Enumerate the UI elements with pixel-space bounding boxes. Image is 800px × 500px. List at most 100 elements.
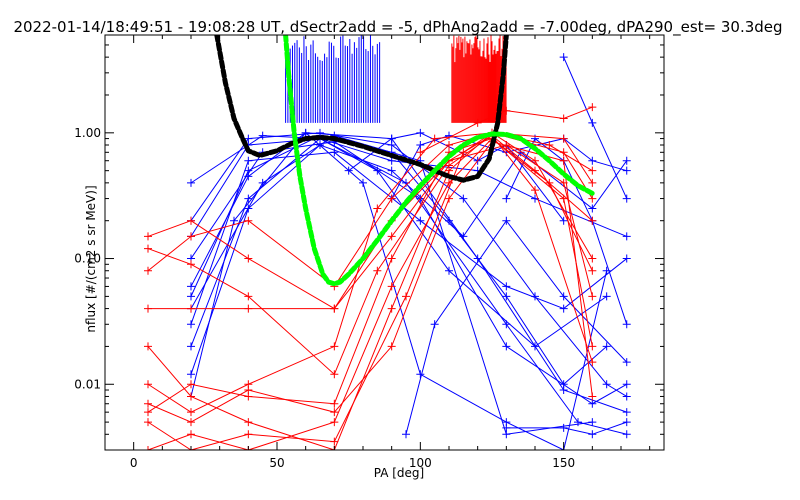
- data-point-plus: [622, 392, 631, 401]
- data-point-plus: [622, 194, 631, 203]
- data-point-plus: [588, 166, 597, 175]
- data-point-plus: [588, 156, 597, 165]
- data-point-plus: [588, 103, 597, 112]
- data-point-plus: [330, 437, 339, 446]
- data-point-plus: [330, 370, 339, 379]
- data-point-plus: [387, 254, 396, 263]
- series-blue-0: [187, 53, 631, 450]
- data-point-plus: [244, 194, 253, 203]
- data-point-plus: [187, 370, 195, 379]
- data-point-plus: [430, 134, 439, 143]
- data-point-plus: [244, 204, 253, 213]
- data-point-plus: [602, 380, 611, 389]
- data-point-plus: [445, 161, 453, 170]
- series-red-line: [147, 132, 593, 413]
- data-point-plus: [622, 358, 631, 367]
- series-red-1: [144, 35, 597, 450]
- data-point-plus: [502, 342, 511, 351]
- data-point-plus: [187, 380, 195, 389]
- data-point-plus: [244, 386, 253, 395]
- data-point-plus: [387, 342, 396, 351]
- data-point-plus: [144, 266, 152, 275]
- data-point-plus: [559, 134, 568, 143]
- data-point-plus: [144, 380, 152, 389]
- data-point-plus: [144, 244, 152, 253]
- data-point-plus: [559, 53, 568, 62]
- data-point-plus: [602, 292, 611, 301]
- data-point-plus: [301, 128, 310, 137]
- series-blue-line: [190, 132, 608, 450]
- y-axis-label: nflux [#/(cm2 s sr MeV)]: [84, 185, 98, 332]
- data-point-plus: [416, 216, 425, 225]
- data-point-plus: [622, 430, 631, 439]
- y-axis-ticks: 0.01 0.10 1.00: [74, 34, 664, 451]
- data-point-plus: [588, 399, 597, 408]
- data-point-plus: [502, 194, 511, 203]
- data-point-plus: [588, 178, 597, 187]
- data-point-plus: [330, 304, 339, 313]
- data-point-plus: [402, 430, 410, 439]
- series-green-4: [283, 35, 595, 287]
- data-point-plus: [622, 156, 631, 165]
- data-point-plus: [588, 292, 597, 301]
- model-curve-green: [283, 35, 595, 287]
- series-blue-line: [563, 56, 628, 199]
- data-point-plus: [187, 430, 195, 439]
- series-blue-line: [506, 421, 627, 435]
- data-point-plus: [144, 342, 152, 351]
- data-point-plus: [588, 358, 597, 367]
- data-point-plus: [588, 430, 597, 439]
- series-red-line: [147, 135, 593, 310]
- data-point-plus: [258, 131, 267, 140]
- data-point-plus: [330, 408, 339, 417]
- data-point-plus: [459, 194, 468, 203]
- data-point-plus: [430, 320, 439, 329]
- data-point-plus: [187, 304, 195, 313]
- y-tick-label: 0.01: [74, 377, 101, 391]
- data-point-plus: [531, 342, 539, 351]
- data-point-plus: [502, 216, 511, 225]
- series-black-3: [214, 35, 509, 183]
- data-point-plus: [230, 216, 238, 225]
- chart-title: 2022-01-14/18:49:51 - 19:08:28 UT, dSect…: [13, 18, 782, 37]
- data-point-plus: [187, 392, 195, 401]
- series-blue-2: [285, 35, 381, 123]
- data-point-plus: [445, 131, 453, 140]
- data-point-plus: [559, 114, 568, 123]
- data-point-plus: [559, 423, 568, 432]
- data-point-plus: [502, 106, 511, 115]
- x-tick-label: 50: [269, 456, 284, 470]
- data-point-plus: [459, 148, 468, 157]
- plot-content: [144, 35, 631, 450]
- data-point-plus: [559, 156, 568, 165]
- data-point-plus: [244, 418, 253, 427]
- data-point-plus: [602, 266, 611, 275]
- model-curve-black: [214, 35, 509, 183]
- data-point-plus: [330, 399, 339, 408]
- series-blue-line: [190, 151, 628, 325]
- data-point-plus: [244, 254, 253, 263]
- data-point-plus: [445, 266, 453, 275]
- data-point-plus: [588, 118, 597, 127]
- data-point-plus: [187, 418, 195, 427]
- data-point-plus: [187, 408, 195, 417]
- series-blue-line: [405, 219, 628, 435]
- y-tick-label: 0.10: [74, 252, 101, 266]
- data-point-plus: [416, 141, 425, 150]
- data-point-plus: [502, 282, 511, 291]
- x-tick-label: 150: [552, 456, 575, 470]
- data-point-plus: [622, 418, 631, 427]
- data-point-plus: [144, 399, 152, 408]
- data-point-plus: [473, 118, 482, 127]
- data-point-plus: [244, 172, 253, 181]
- data-point-plus: [387, 282, 396, 291]
- data-point-plus: [402, 292, 410, 301]
- data-point-plus: [502, 292, 511, 301]
- data-point-plus: [244, 216, 253, 225]
- data-point-plus: [387, 166, 396, 175]
- data-point-plus: [574, 418, 582, 427]
- data-point-plus: [187, 260, 195, 269]
- data-point-plus: [445, 141, 453, 150]
- data-point-plus: [187, 320, 195, 329]
- data-point-plus: [373, 204, 382, 213]
